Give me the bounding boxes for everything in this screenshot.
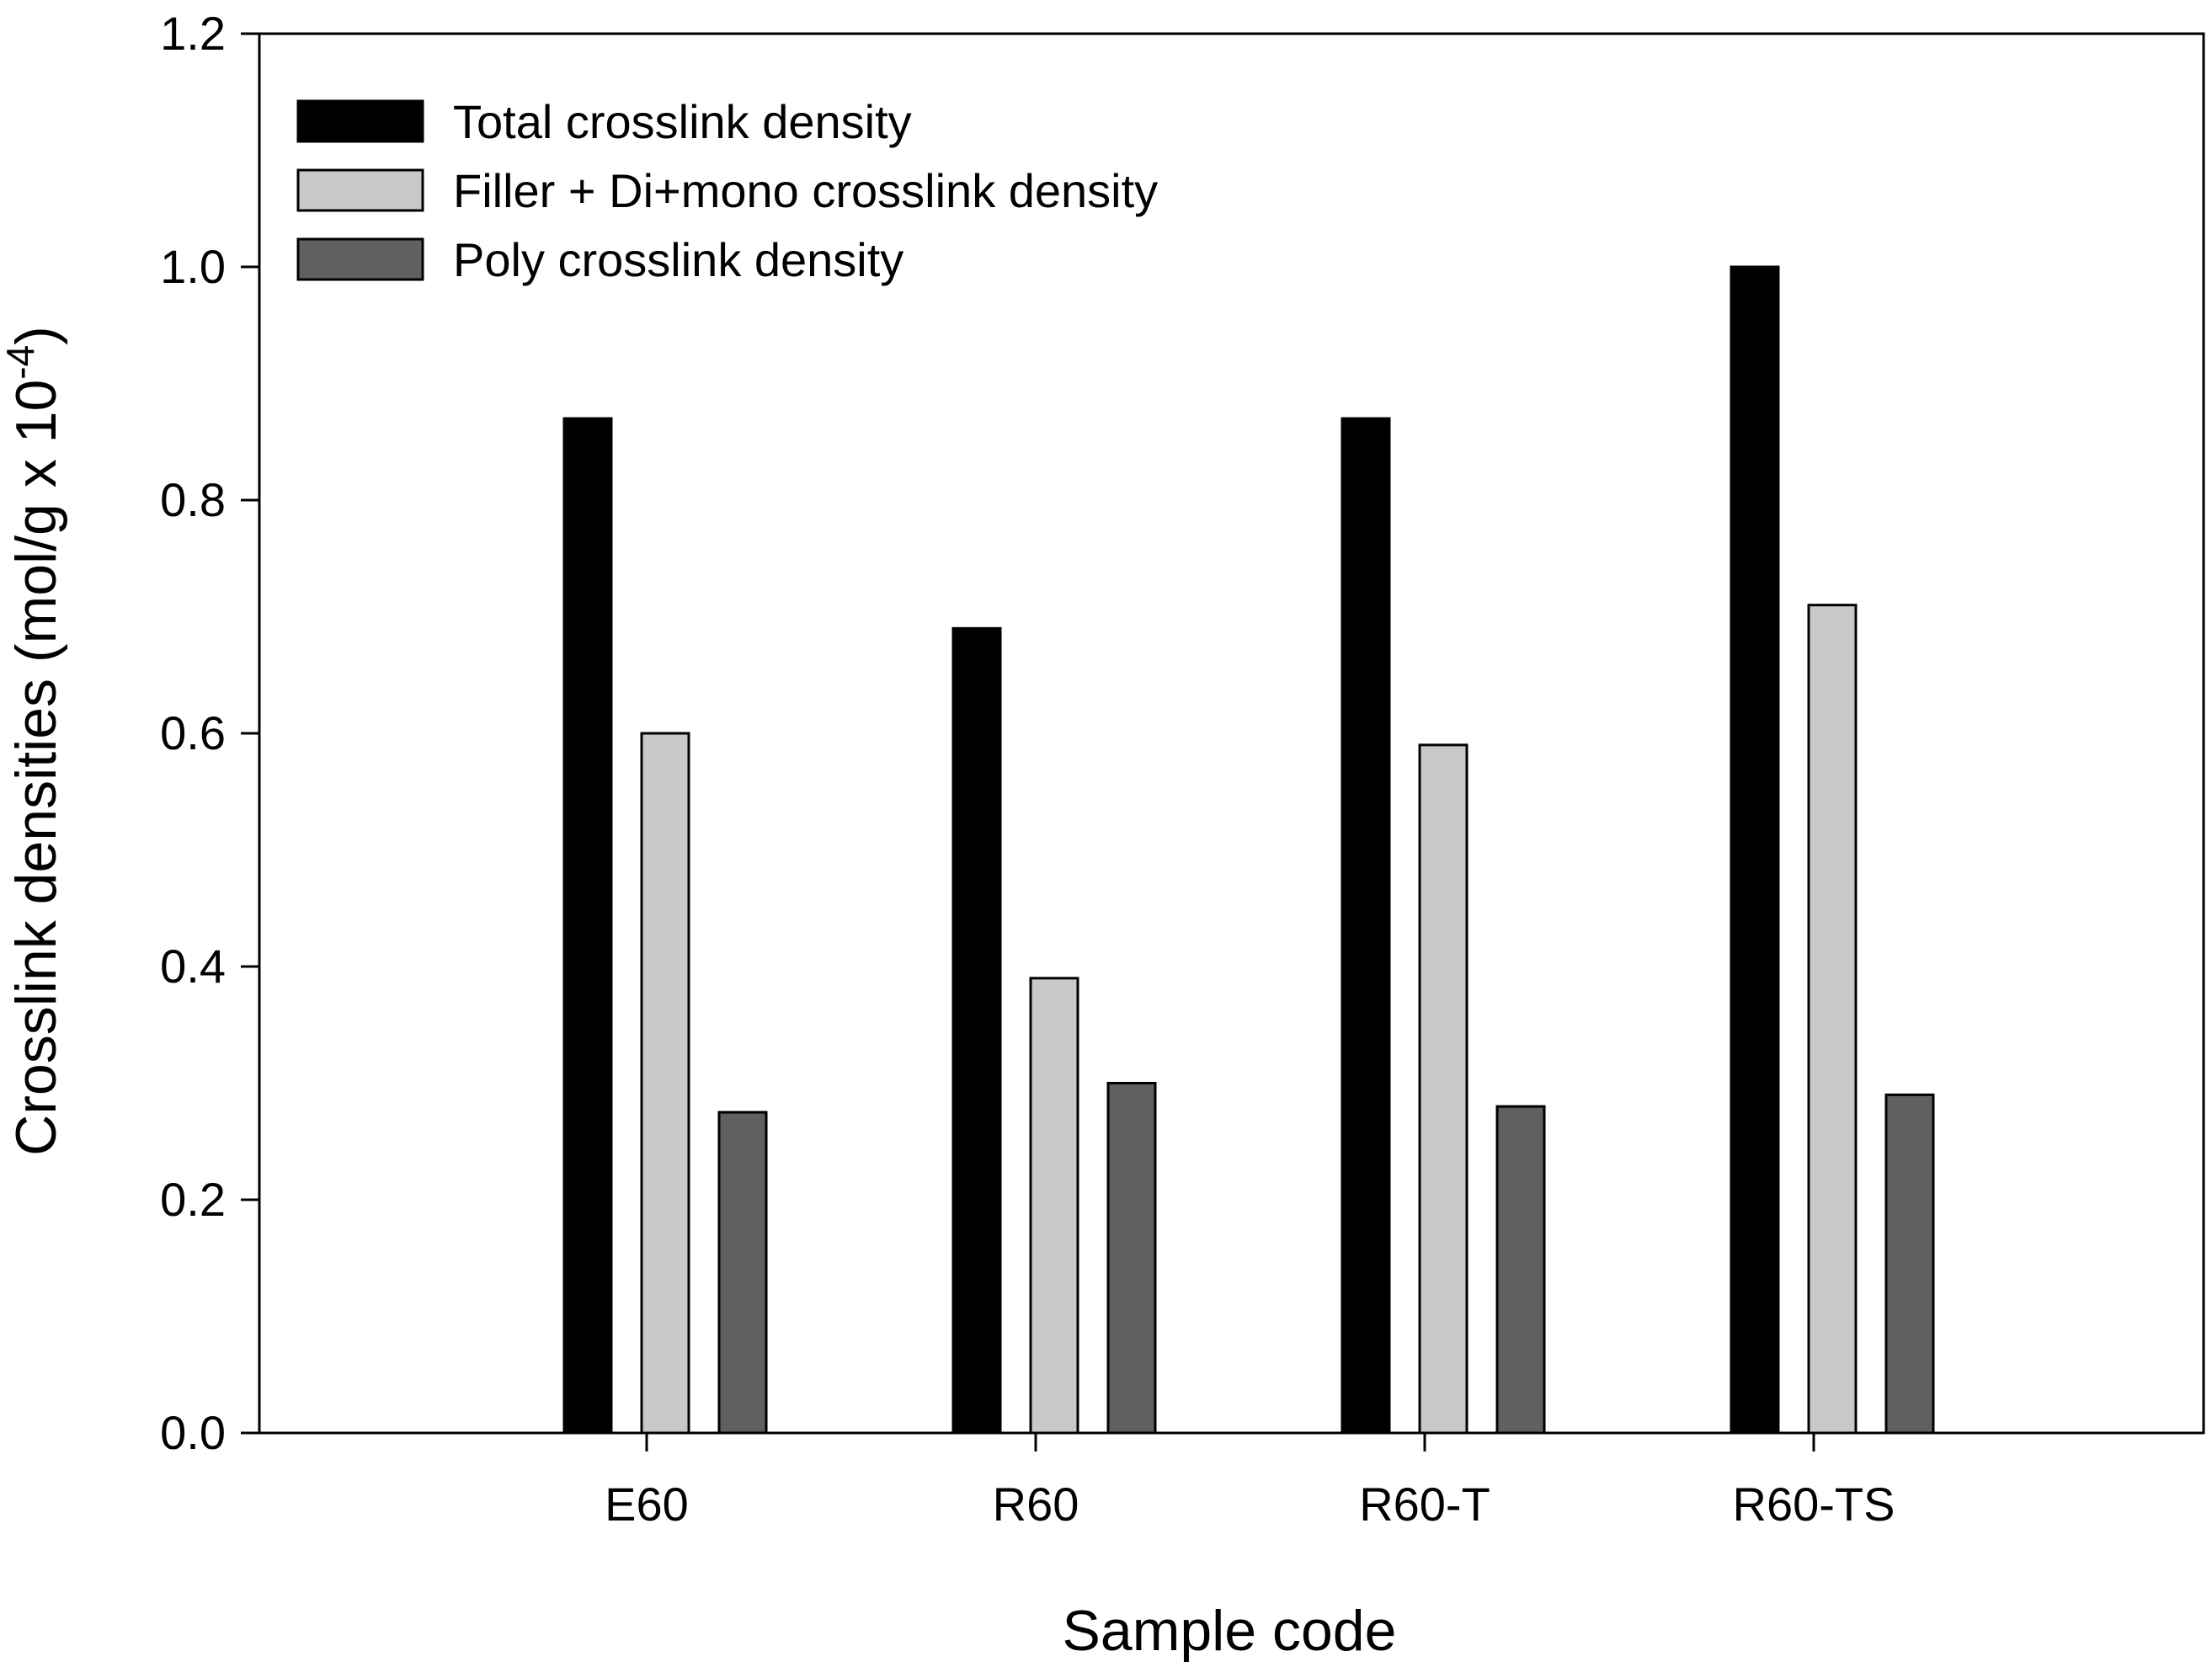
legend-swatch-2 bbox=[296, 168, 424, 212]
y-axis-title-main: Crosslink densities (mol/g x 10 bbox=[4, 380, 68, 1156]
y-axis-title: Crosslink densities (mol/g x 10-4) bbox=[0, 326, 68, 1156]
x-tick-label: R60-TS bbox=[1733, 1478, 1895, 1531]
legend-swatch-3 bbox=[296, 237, 424, 281]
bar-e60-series-2 bbox=[640, 732, 690, 1435]
y-tick-label: 1.0 bbox=[160, 240, 226, 293]
bars bbox=[562, 265, 1935, 1435]
x-axis-title: Sample code bbox=[1063, 1599, 1397, 1663]
x-axis-ticks: E60 R60 R60-T R60-TS bbox=[605, 1433, 1895, 1531]
bar-r60-series-3 bbox=[1106, 1082, 1157, 1435]
bar-e60-series-1 bbox=[562, 417, 613, 1435]
y-tick-label: 0.6 bbox=[160, 706, 226, 759]
y-tick-label: 0.4 bbox=[160, 940, 226, 993]
legend-swatch-1 bbox=[296, 99, 424, 143]
bar-r60-t-series-2 bbox=[1418, 743, 1468, 1435]
legend-label-2: Filler + Di+mono crosslink density bbox=[453, 164, 1158, 217]
bar-r60-ts-series-1 bbox=[1730, 265, 1780, 1435]
y-axis-title-close: ) bbox=[4, 326, 68, 345]
y-tick-label: 0.2 bbox=[160, 1173, 226, 1226]
x-tick-label: R60-T bbox=[1359, 1478, 1490, 1531]
bar-e60-series-3 bbox=[717, 1110, 768, 1435]
y-axis-title-superscript: -4 bbox=[0, 345, 42, 380]
y-axis-ticks: 0.0 0.2 0.4 0.6 0.8 1.0 1.2 bbox=[160, 7, 259, 1459]
bar-r60-ts-series-3 bbox=[1884, 1093, 1935, 1435]
legend: Total crosslink density Filler + Di+mono … bbox=[296, 95, 1158, 286]
bar-r60-t-series-3 bbox=[1495, 1105, 1546, 1435]
bar-r60-series-2 bbox=[1029, 977, 1079, 1435]
y-tick-label: 1.2 bbox=[160, 7, 226, 60]
x-tick-label: E60 bbox=[605, 1478, 689, 1531]
bar-r60-t-series-1 bbox=[1341, 417, 1391, 1435]
legend-label-3: Poly crosslink density bbox=[453, 233, 903, 286]
y-tick-label: 0.0 bbox=[160, 1406, 226, 1459]
y-tick-label: 0.8 bbox=[160, 473, 226, 526]
bar-r60-ts-series-2 bbox=[1807, 604, 1858, 1435]
bar-r60-series-1 bbox=[951, 626, 1002, 1435]
legend-label-1: Total crosslink density bbox=[453, 95, 912, 148]
x-tick-label: R60 bbox=[993, 1478, 1079, 1531]
